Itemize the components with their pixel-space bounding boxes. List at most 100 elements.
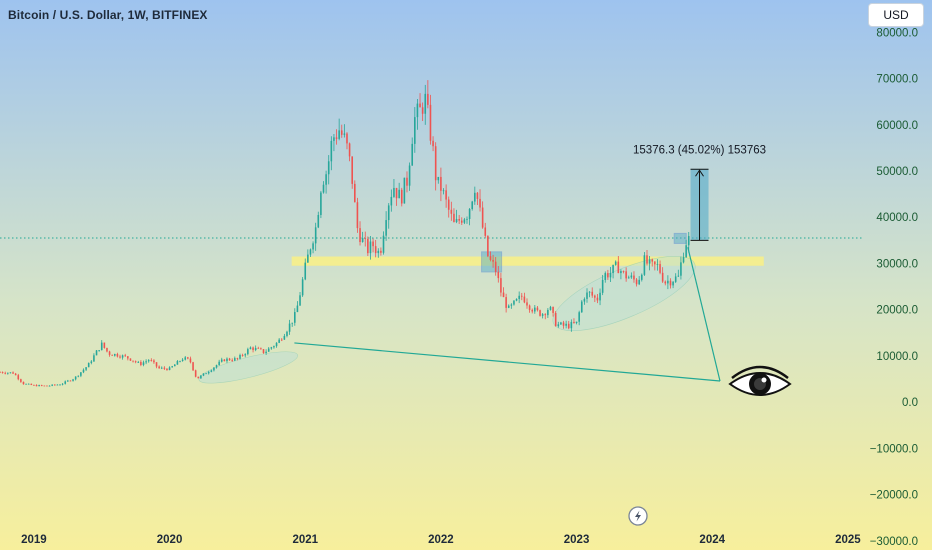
candle-body xyxy=(103,342,106,348)
cup-ellipse-2020 xyxy=(198,351,298,384)
candle-body xyxy=(544,314,547,316)
candle-body xyxy=(416,103,419,118)
candle-body xyxy=(226,358,228,362)
candle-body xyxy=(534,307,536,312)
candle-body xyxy=(406,177,408,186)
candle-body xyxy=(307,254,309,263)
candle-body xyxy=(147,360,150,362)
candle-body xyxy=(635,279,638,285)
candle-body xyxy=(468,209,471,219)
candle-body xyxy=(95,350,98,356)
candle-body xyxy=(155,362,158,367)
candle-body xyxy=(500,278,502,293)
candle-body xyxy=(390,196,393,206)
candle-body xyxy=(552,306,554,313)
candle-body xyxy=(72,379,74,381)
candle-body xyxy=(356,202,359,229)
candle-body xyxy=(591,291,594,296)
candle-body xyxy=(656,264,659,265)
candle-body xyxy=(471,201,474,210)
candle-body xyxy=(385,220,387,236)
candle-body xyxy=(419,103,421,108)
candle-body xyxy=(262,349,265,353)
candle-body xyxy=(46,385,48,387)
candle-body xyxy=(664,281,667,284)
marker-square-2022 xyxy=(481,251,503,273)
candle-body xyxy=(640,274,643,280)
candle-body xyxy=(622,271,625,272)
candle-body xyxy=(570,321,573,329)
candle-body xyxy=(288,323,291,332)
candle-body xyxy=(476,192,479,199)
candle-body xyxy=(620,271,622,274)
candle-body xyxy=(515,298,518,301)
candle-body xyxy=(134,361,137,363)
candle-body xyxy=(424,93,427,114)
flash-icon[interactable] xyxy=(628,506,648,526)
candle-body xyxy=(669,280,672,286)
candle-body xyxy=(359,228,361,243)
candle-body xyxy=(408,165,411,186)
candle-body xyxy=(30,383,33,385)
candle-body xyxy=(547,309,549,316)
candle-body xyxy=(672,281,674,286)
candle-body xyxy=(427,93,429,105)
candle-body xyxy=(479,198,481,208)
candle-body xyxy=(667,280,669,284)
candle-body xyxy=(197,376,200,379)
candle-body xyxy=(541,314,544,316)
candle-body xyxy=(85,367,87,370)
candle-body xyxy=(586,292,588,299)
time-axis[interactable]: 2019 2020 2021 2022 2023 2024 2025 xyxy=(21,534,861,546)
candle-body xyxy=(607,273,609,278)
y-tick-label: 40000.0 xyxy=(876,212,918,224)
y-tick-label: 70000.0 xyxy=(876,74,918,86)
candle-body xyxy=(283,335,286,340)
candle-body xyxy=(299,295,301,306)
candle-body xyxy=(539,310,541,316)
candle-body xyxy=(414,117,416,144)
currency-button[interactable]: USD xyxy=(868,3,924,27)
candle-body xyxy=(489,256,492,260)
candle-body xyxy=(335,137,338,139)
candle-body xyxy=(9,372,12,374)
candle-body xyxy=(411,143,414,166)
candle-body xyxy=(194,370,197,377)
candle-body xyxy=(398,189,400,199)
candle-body xyxy=(372,241,374,247)
candle-body xyxy=(333,137,335,141)
candle-body xyxy=(661,272,664,282)
candle-body xyxy=(458,219,460,221)
candle-body xyxy=(445,190,447,200)
candle-body xyxy=(625,271,627,279)
candle-body xyxy=(505,297,507,308)
candle-body xyxy=(77,375,80,377)
candle-body xyxy=(434,146,437,181)
candle-body xyxy=(51,384,53,386)
candle-body xyxy=(40,385,43,386)
candle-body xyxy=(377,250,380,254)
candle-body xyxy=(562,322,565,326)
price-axis[interactable]: 80000.0 70000.0 60000.0 50000.0 40000.0 30000… xyxy=(870,27,918,547)
candle-body xyxy=(453,213,455,223)
candle-body xyxy=(466,218,468,220)
candle-body xyxy=(387,205,390,221)
candle-body xyxy=(119,356,121,358)
candle-body xyxy=(314,227,317,244)
candle-body xyxy=(573,321,575,324)
candle-body xyxy=(87,362,90,368)
marker-square-2023 xyxy=(673,232,687,244)
candle-body xyxy=(267,348,270,352)
candle-body xyxy=(599,292,601,301)
candle-body xyxy=(35,385,38,387)
candle-body xyxy=(228,358,231,361)
candle-body xyxy=(64,381,67,384)
candle-series xyxy=(0,80,690,387)
candle-body xyxy=(369,241,372,254)
candle-body xyxy=(124,355,127,357)
y-tick-label: 60000.0 xyxy=(876,120,918,132)
candle-body xyxy=(127,356,129,359)
candle-body xyxy=(207,371,210,374)
candle-body xyxy=(1,372,4,373)
